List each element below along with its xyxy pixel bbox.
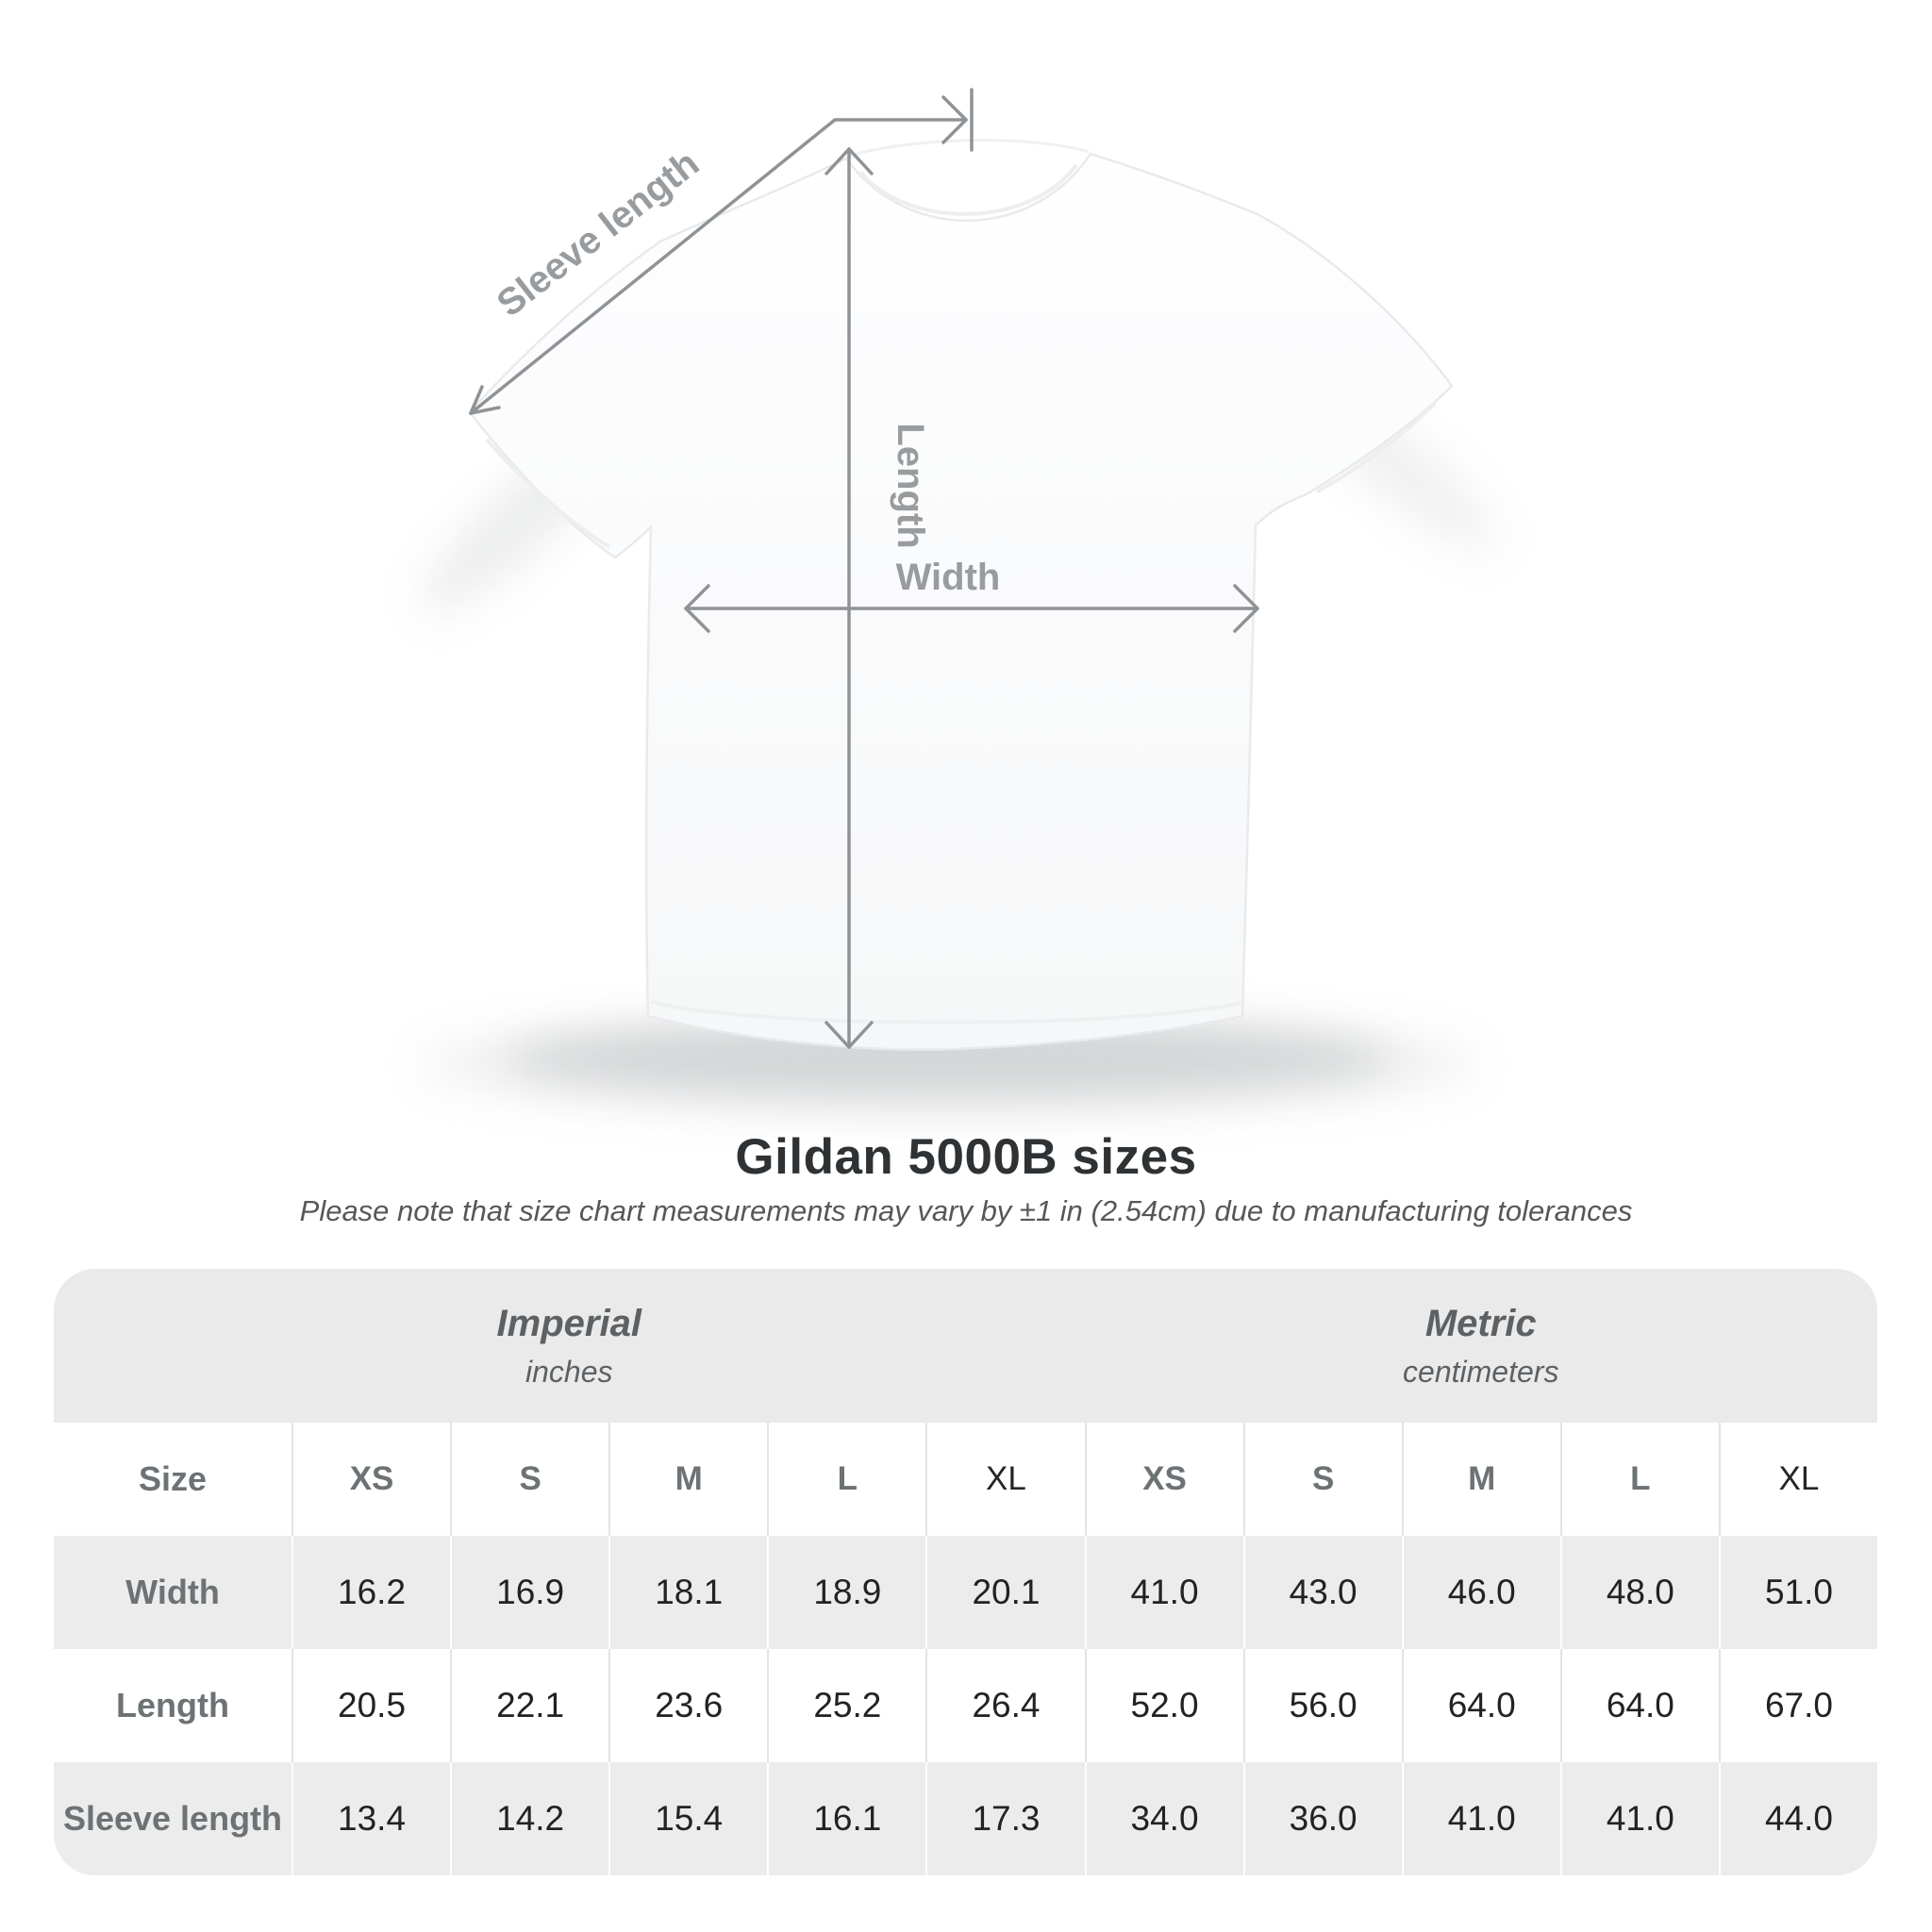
- cell-sleeve-metric-m: 41.0: [1401, 1762, 1560, 1875]
- tshirt-graphic: [468, 139, 1454, 1051]
- cell-sleeve-metric-xs: 34.0: [1084, 1762, 1243, 1875]
- cell-sleeve-imperial-xs: 13.4: [291, 1762, 451, 1875]
- cell-width-metric-m: 46.0: [1401, 1536, 1560, 1649]
- cell-length-imperial-l: 25.2: [767, 1649, 926, 1762]
- cell-length-metric-xs: 52.0: [1084, 1649, 1243, 1762]
- cell-width-metric-l: 48.0: [1559, 1536, 1719, 1649]
- cell-width-metric-xl: 51.0: [1718, 1536, 1877, 1649]
- unit-header-imperial: Imperial inches: [54, 1269, 1085, 1423]
- collar-inner-line: [858, 163, 1078, 216]
- unit-name-metric: Metric: [1424, 1302, 1537, 1344]
- row-header-length: Length: [54, 1649, 291, 1762]
- cell-length-imperial-s: 22.1: [450, 1649, 609, 1762]
- row-header-width: Width: [54, 1536, 291, 1649]
- hem-seam: [650, 1000, 1241, 1024]
- length-label: Length: [890, 423, 931, 548]
- cell-sleeve-metric-xl: 44.0: [1718, 1762, 1877, 1875]
- width-arrow: [684, 584, 1259, 633]
- cell-length-imperial-m: 23.6: [608, 1649, 768, 1762]
- shirt-shadow: [420, 363, 1497, 1116]
- collar-back-line: [847, 139, 1090, 158]
- size-table: Imperial inches Metric centimeters Size …: [54, 1269, 1877, 1875]
- cell-sleeve-metric-l: 41.0: [1559, 1762, 1719, 1875]
- cell-length-metric-s: 56.0: [1242, 1649, 1402, 1762]
- cell-sleeve-imperial-s: 14.2: [450, 1762, 609, 1875]
- size-col-metric-s: S: [1242, 1423, 1402, 1536]
- size-col-metric-xl: XL: [1718, 1423, 1877, 1536]
- size-col-imperial-xl: XL: [925, 1423, 1085, 1536]
- size-col-imperial-l: L: [767, 1423, 926, 1536]
- cell-width-imperial-l: 18.9: [767, 1536, 926, 1649]
- cell-width-metric-s: 43.0: [1242, 1536, 1402, 1649]
- cell-width-metric-xs: 41.0: [1084, 1536, 1243, 1649]
- unit-name-imperial: Imperial: [496, 1302, 641, 1344]
- left-cuff-seam: [485, 438, 611, 549]
- right-cuff-seam: [1316, 402, 1437, 493]
- cell-length-metric-m: 64.0: [1401, 1649, 1560, 1762]
- cell-sleeve-imperial-l: 16.1: [767, 1762, 926, 1875]
- row-header-size: Size: [54, 1423, 291, 1536]
- cell-width-imperial-xl: 20.1: [925, 1536, 1085, 1649]
- cell-width-imperial-xs: 16.2: [291, 1536, 451, 1649]
- cell-width-imperial-s: 16.9: [450, 1536, 609, 1649]
- page-title: Gildan 5000B sizes: [735, 1129, 1197, 1185]
- width-label: Width: [896, 557, 1001, 598]
- length-arrow: [824, 147, 874, 1049]
- cell-length-metric-l: 64.0: [1559, 1649, 1719, 1762]
- size-col-metric-xs: XS: [1084, 1423, 1243, 1536]
- size-col-metric-m: M: [1401, 1423, 1560, 1536]
- unit-header-metric: Metric centimeters: [1084, 1269, 1877, 1423]
- tolerance-note: Please note that size chart measurements…: [299, 1194, 1633, 1227]
- cell-sleeve-imperial-xl: 17.3: [925, 1762, 1085, 1875]
- size-col-imperial-xs: XS: [291, 1423, 451, 1536]
- cell-length-imperial-xl: 26.4: [925, 1649, 1085, 1762]
- size-col-metric-l: L: [1559, 1423, 1719, 1536]
- cell-sleeve-metric-s: 36.0: [1242, 1762, 1402, 1875]
- size-col-imperial-s: S: [450, 1423, 609, 1536]
- unit-sub-imperial: inches: [525, 1354, 613, 1389]
- sleeve-length-arrow: [469, 88, 974, 415]
- cell-length-imperial-xs: 20.5: [291, 1649, 451, 1762]
- cell-width-imperial-m: 18.1: [608, 1536, 768, 1649]
- cell-length-metric-xl: 67.0: [1718, 1649, 1877, 1762]
- size-col-imperial-m: M: [608, 1423, 768, 1536]
- unit-sub-metric: centimeters: [1403, 1354, 1559, 1389]
- row-header-sleeve-length: Sleeve length: [54, 1762, 291, 1875]
- cell-sleeve-imperial-m: 15.4: [608, 1762, 768, 1875]
